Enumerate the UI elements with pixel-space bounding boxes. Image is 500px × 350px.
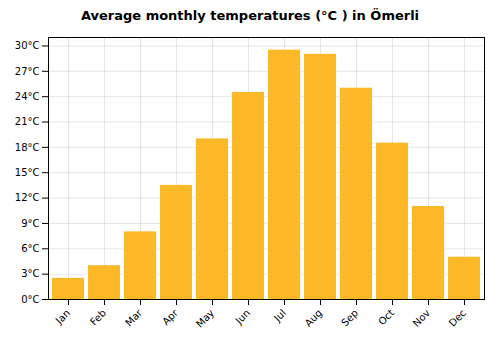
svg-text:Jan: Jan <box>53 307 72 326</box>
svg-text:18°C: 18°C <box>15 142 40 153</box>
svg-text:21°C: 21°C <box>15 116 40 127</box>
svg-text:May: May <box>194 307 216 329</box>
svg-text:Oct: Oct <box>376 307 396 327</box>
svg-text:6°C: 6°C <box>21 243 39 254</box>
svg-text:30°C: 30°C <box>15 40 40 51</box>
svg-text:3°C: 3°C <box>21 268 39 279</box>
svg-text:Feb: Feb <box>88 307 108 327</box>
svg-text:Jun: Jun <box>233 307 253 327</box>
svg-text:24°C: 24°C <box>15 91 40 102</box>
svg-text:Jul: Jul <box>271 307 288 324</box>
svg-text:15°C: 15°C <box>15 167 40 178</box>
svg-text:12°C: 12°C <box>15 192 40 203</box>
svg-text:9°C: 9°C <box>21 218 39 229</box>
svg-text:Mar: Mar <box>123 307 145 329</box>
svg-text:Aug: Aug <box>303 307 325 329</box>
svg-text:0°C: 0°C <box>21 294 39 305</box>
svg-text:27°C: 27°C <box>15 66 40 77</box>
html-text:Average monthly temperatures (: Average monthly temperatures (°C ) in Öm… <box>80 8 420 23</box>
svg-text:Nov: Nov <box>411 307 433 329</box>
svg-text:Apr: Apr <box>160 307 181 328</box>
svg-text:Dec: Dec <box>447 307 468 328</box>
svg-text:Sep: Sep <box>339 307 360 328</box>
